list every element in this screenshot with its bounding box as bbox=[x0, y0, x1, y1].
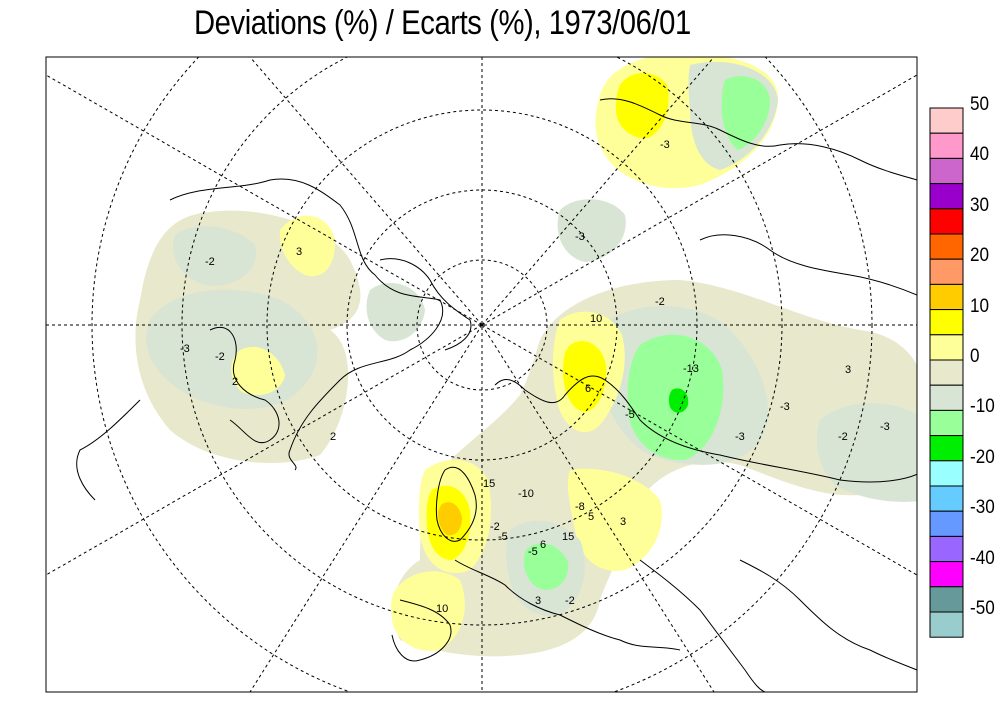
legend-swatch bbox=[929, 283, 964, 311]
contour-label: -3 bbox=[735, 431, 745, 443]
contour-label: -8 bbox=[575, 501, 585, 513]
contour-label: 15 bbox=[483, 478, 495, 490]
contour-label: 5 bbox=[588, 511, 594, 523]
legend-label: 40 bbox=[970, 144, 990, 166]
legend-label: -10 bbox=[970, 396, 995, 418]
contour-label: 3 bbox=[535, 595, 541, 607]
legend-swatch bbox=[929, 309, 964, 336]
contour-label: -5 bbox=[625, 409, 635, 421]
legend-swatch bbox=[929, 359, 964, 386]
contour-label: -2 bbox=[838, 431, 848, 443]
legend-swatch bbox=[929, 586, 964, 613]
contour-label: -3 bbox=[880, 421, 890, 433]
contour-label: -3 bbox=[575, 231, 585, 243]
legend-swatch bbox=[929, 107, 964, 134]
field-na-yellow-1 bbox=[231, 346, 285, 396]
field-siberia-green2 bbox=[721, 76, 770, 150]
contour-label: -5 bbox=[498, 531, 508, 543]
legend-swatch bbox=[929, 435, 964, 462]
legend-swatch bbox=[929, 208, 964, 235]
deviation-fields bbox=[135, 57, 917, 657]
legend-swatch bbox=[929, 334, 964, 361]
contour-labels: -2 -3 -2 2 3 2 -3 10 6 -5 -13 -2 -3 3 -3… bbox=[180, 139, 890, 615]
legend-swatch bbox=[929, 611, 964, 638]
contour-label: 3 bbox=[620, 516, 626, 528]
contour-label: 3 bbox=[845, 364, 851, 376]
contour-label: -3 bbox=[780, 401, 790, 413]
field-iberia-yellow bbox=[391, 571, 465, 651]
contour-label: 10 bbox=[436, 603, 448, 615]
legend-label: -20 bbox=[970, 446, 995, 468]
contour-label: -5 bbox=[528, 546, 538, 558]
contour-label: -13 bbox=[683, 363, 699, 375]
contour-label: 2 bbox=[330, 431, 336, 443]
field-siberia-yellow bbox=[615, 72, 669, 139]
legend-swatch bbox=[929, 561, 964, 588]
legend-label: 20 bbox=[970, 245, 990, 267]
contour-label: 6 bbox=[540, 539, 546, 551]
legend-swatch bbox=[929, 183, 964, 210]
legend-label: 30 bbox=[970, 194, 990, 216]
field-arctic-sea bbox=[557, 199, 626, 262]
field-uk-orange bbox=[438, 502, 462, 536]
contour-label: 2 bbox=[232, 376, 238, 388]
contour-label: -2 bbox=[205, 256, 215, 268]
contour-label: -2 bbox=[565, 595, 575, 607]
color-legend bbox=[929, 107, 964, 638]
legend-swatch bbox=[929, 510, 964, 537]
legend-swatch bbox=[929, 384, 964, 411]
field-scandi-yellow2 bbox=[563, 341, 607, 412]
legend-label: -50 bbox=[970, 598, 995, 619]
contour-label: -2 bbox=[655, 296, 665, 308]
map-title: Deviations (%) / Ecarts (%), 1973/06/01 bbox=[194, 4, 691, 42]
contour-label: -2 bbox=[490, 521, 500, 533]
contour-label: -3 bbox=[180, 343, 190, 355]
legend-label: 0 bbox=[970, 346, 980, 367]
contour-label: 3 bbox=[296, 246, 302, 258]
contour-label: -10 bbox=[518, 488, 534, 500]
field-greenland bbox=[366, 282, 425, 342]
legend-label: -30 bbox=[970, 497, 995, 519]
map-frame bbox=[45, 56, 918, 693]
contour-label: 15 bbox=[562, 531, 574, 543]
legend-swatch bbox=[929, 485, 964, 512]
legend-swatch bbox=[929, 132, 964, 159]
legend-swatch bbox=[929, 409, 964, 437]
field-na-yellow-2 bbox=[279, 215, 336, 277]
legend-swatch bbox=[929, 535, 964, 563]
contour-label: -3 bbox=[660, 139, 670, 151]
legend-label: 10 bbox=[970, 295, 990, 317]
contour-label: 10 bbox=[590, 313, 602, 325]
legend-label: -40 bbox=[970, 547, 995, 569]
legend-label: 50 bbox=[970, 94, 990, 115]
legend-swatch bbox=[929, 258, 964, 285]
field-central-eu-green2 bbox=[524, 543, 569, 590]
contour-label: -2 bbox=[215, 351, 225, 363]
coastlines bbox=[76, 98, 917, 692]
legend-swatch bbox=[929, 157, 964, 185]
field-asia-east-green bbox=[816, 403, 917, 502]
legend-swatch bbox=[929, 233, 964, 260]
legend-swatch bbox=[929, 460, 964, 487]
field-east-europe bbox=[567, 468, 662, 571]
field-russia-deep bbox=[668, 388, 689, 413]
contour-label: 6 bbox=[585, 383, 591, 395]
